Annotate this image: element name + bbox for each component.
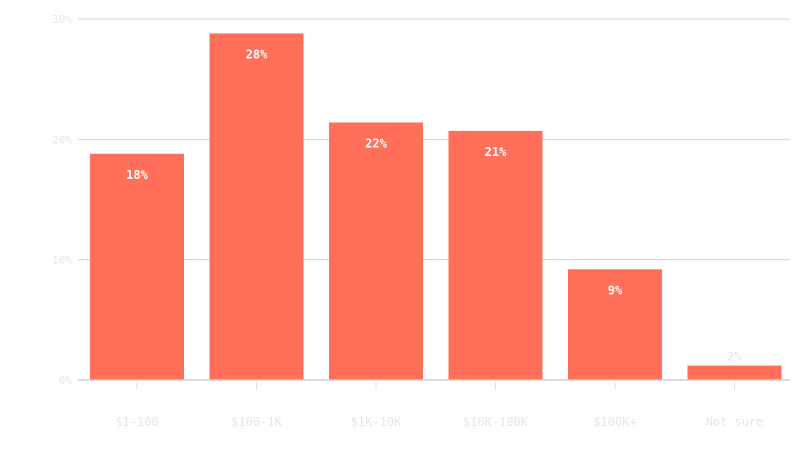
x-tick-label: $1-100: [115, 415, 158, 429]
data-label: 18%: [126, 168, 148, 182]
data-label: 28%: [246, 47, 268, 61]
bar-Not sure: [687, 365, 782, 380]
bar-$1-100: [90, 153, 184, 380]
y-tick-label: 0%: [59, 374, 73, 387]
bar-$100-1K: [209, 33, 304, 380]
y-tick-label: 20%: [52, 133, 72, 146]
x-tick-label: $100K+: [593, 415, 636, 429]
x-tick-label: Not sure: [706, 415, 764, 429]
data-labels: 18% 28% 22% 21% 9% 2%: [126, 47, 742, 363]
bar-$100K+: [568, 269, 662, 380]
data-label: 22%: [365, 136, 387, 150]
data-label: 21%: [485, 145, 507, 159]
data-label: 2%: [727, 350, 742, 364]
y-tick-label: 30%: [52, 13, 72, 26]
x-tick-label: $1K-10K: [351, 415, 402, 429]
bar-$1K-10K: [329, 122, 423, 380]
bar-$10K-100K: [448, 130, 543, 380]
data-label: 9%: [608, 283, 623, 297]
x-axis: $1-100 $100-1K $1K-10K $10K-100K $100K+ Not s…: [78, 379, 790, 429]
y-tick-label: 10%: [52, 254, 72, 267]
x-tick-label: $100-1K: [231, 415, 282, 429]
bars: [90, 33, 782, 380]
gridlines: 0% 10% 20% 30%: [52, 13, 790, 387]
x-tick-label: $10K-100K: [463, 415, 529, 429]
